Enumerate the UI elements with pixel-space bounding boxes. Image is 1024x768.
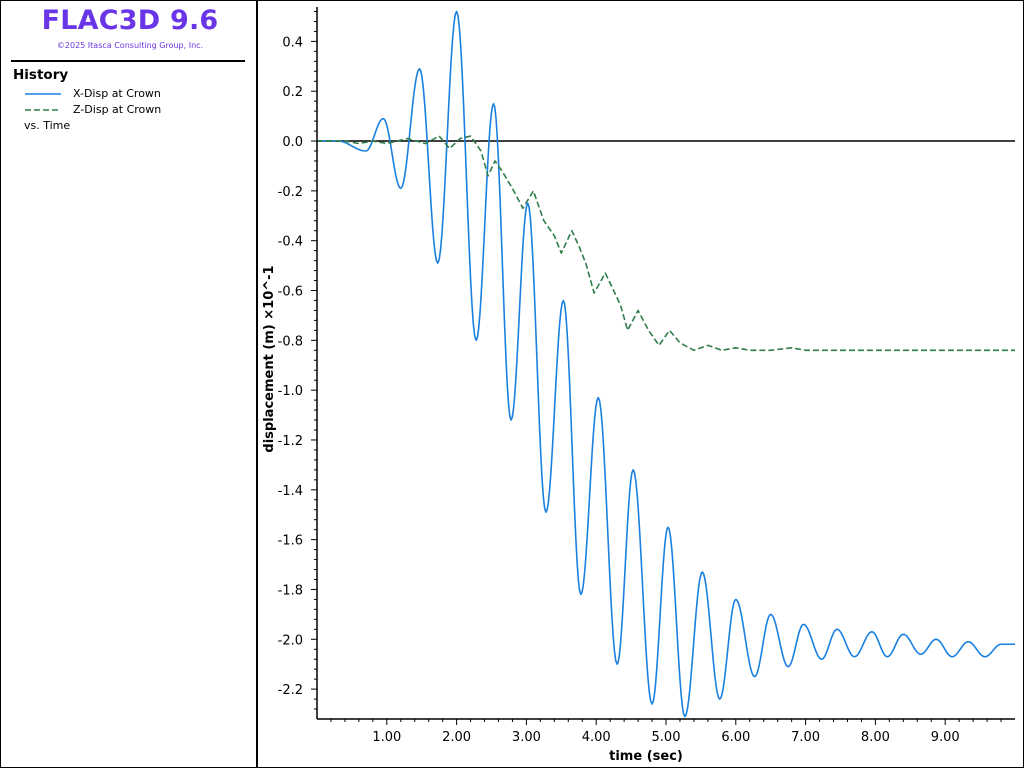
legend-label-z-disp: Z-Disp at Crown — [73, 103, 162, 116]
y-tick-label: -0.6 — [278, 285, 303, 300]
app-title: FLAC3D 9.6 — [41, 5, 219, 36]
header-divider — [11, 60, 245, 62]
y-tick-label: -1.2 — [278, 434, 303, 449]
legend-label-x-disp: X-Disp at Crown — [73, 87, 161, 100]
y-tick-label: -2.0 — [278, 633, 303, 648]
chart-labels: time (sec) displacement (m) ×10^-1 0.4 0.… — [262, 35, 960, 764]
solid-line-swatch-icon — [25, 93, 61, 95]
x-axis-title: time (sec) — [609, 749, 683, 764]
x-tick-label: 6.00 — [721, 730, 750, 745]
y-axis-title: displacement (m) ×10^-1 — [262, 265, 277, 452]
history-chart[interactable]: time (sec) displacement (m) ×10^-1 0.4 0.… — [258, 1, 1023, 767]
y-tick-label: -0.8 — [278, 334, 303, 349]
chart-axes — [311, 7, 1015, 725]
dashed-line-swatch-icon — [25, 109, 61, 111]
x-tick-label: 2.00 — [442, 730, 471, 745]
x-tick-label: 1.00 — [372, 730, 401, 745]
x-tick-label: 3.00 — [512, 730, 541, 745]
x-tick-label: 8.00 — [861, 730, 890, 745]
y-tick-label: -1.6 — [278, 534, 303, 549]
legend-panel: FLAC3D 9.6 ©2025 Itasca Consulting Group… — [1, 1, 258, 767]
plot-lines — [317, 10, 1015, 718]
y-tick-label: -0.4 — [278, 235, 303, 250]
y-tick-label: -2.2 — [278, 683, 303, 698]
y-tick-label: -1.8 — [278, 583, 303, 598]
x-tick-label: 7.00 — [791, 730, 820, 745]
y-tick-label: -0.2 — [278, 185, 303, 200]
y-tick-label: -1.4 — [278, 484, 303, 499]
x-tick-label: 5.00 — [652, 730, 681, 745]
legend-heading: History — [13, 67, 69, 83]
series-line-z-disp — [317, 135, 1015, 352]
copyright-text: ©2025 Itasca Consulting Group, Inc. — [56, 41, 204, 50]
y-tick-label: 0.4 — [282, 35, 303, 50]
y-tick-label: 0.2 — [282, 85, 303, 100]
y-tick-label: 0.0 — [282, 135, 303, 150]
series-line-x-disp — [317, 10, 1015, 718]
x-tick-label: 9.00 — [931, 730, 960, 745]
x-tick-label: 4.00 — [582, 730, 611, 745]
y-tick-label: -1.0 — [278, 384, 303, 399]
legend-vs-time: vs. Time — [24, 119, 71, 132]
